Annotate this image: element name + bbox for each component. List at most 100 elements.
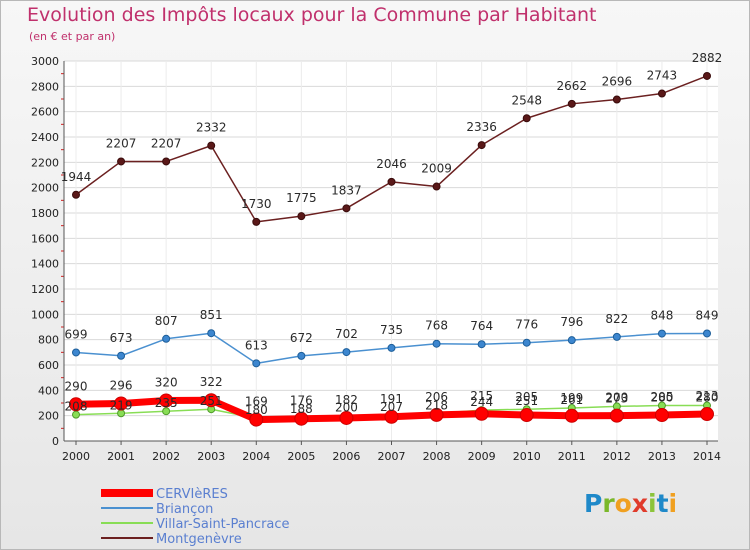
data-point-brian-on: [477, 340, 486, 349]
data-point-montgen-vre: [117, 157, 126, 166]
data-label-montgen-vre: 2332: [196, 121, 227, 135]
data-label-montgen-vre: 2696: [602, 75, 633, 89]
data-label-villar-saint-pancrace: 273: [605, 391, 628, 405]
data-label-brian-on: 702: [335, 327, 358, 341]
data-label-montgen-vre: 2882: [692, 51, 723, 65]
y-tick-label: 1200: [31, 283, 59, 296]
logo-letter: P: [584, 489, 603, 518]
data-label-villar-saint-pancrace: 251: [515, 394, 538, 408]
data-label-brian-on: 848: [650, 309, 673, 323]
data-point-cervi-res: [519, 408, 534, 423]
data-point-cervi-res: [204, 393, 219, 408]
data-label-brian-on: 672: [290, 331, 313, 345]
y-tick-label: 600: [38, 359, 59, 372]
data-label-cervi-res: 182: [335, 393, 358, 407]
data-label-brian-on: 768: [425, 319, 448, 333]
data-label-brian-on: 764: [470, 319, 493, 333]
data-point-brian-on: [703, 329, 711, 338]
data-point-montgen-vre: [477, 141, 486, 150]
data-point-brian-on: [342, 348, 351, 357]
data-point-brian-on: [162, 334, 171, 343]
data-label-brian-on: 735: [380, 323, 403, 337]
legend-label-cervi-res: CERVIèRES: [156, 487, 228, 502]
data-point-montgen-vre: [703, 71, 711, 80]
y-tick-label: 2000: [31, 182, 59, 195]
y-tick-label: 400: [38, 384, 59, 397]
data-label-villar-saint-pancrace: 280: [650, 391, 673, 405]
legend-label-villar-saint-pancrace: Villar-Saint-Pancrace: [156, 517, 290, 532]
data-point-cervi-res: [159, 393, 174, 408]
data-label-cervi-res: 205: [515, 390, 538, 404]
data-point-montgen-vre: [612, 95, 621, 104]
data-label-cervi-res: 322: [200, 375, 223, 389]
data-label-cervi-res: 296: [110, 379, 133, 393]
data-label-villar-saint-pancrace: 200: [335, 401, 358, 415]
x-tick-label: 2004: [242, 450, 270, 463]
logo-letter: t: [656, 489, 669, 518]
data-point-montgen-vre: [567, 99, 576, 108]
x-tick-label: 2006: [332, 450, 360, 463]
logo-letter: i: [668, 489, 678, 518]
data-label-montgen-vre: 2548: [511, 93, 542, 107]
data-label-montgen-vre: 1944: [61, 170, 92, 184]
data-point-cervi-res: [339, 410, 354, 425]
data-label-cervi-res: 169: [245, 395, 268, 409]
x-tick-label: 2001: [107, 450, 135, 463]
y-tick-label: 1600: [31, 232, 59, 245]
proxiti-logo: Proxiti: [584, 489, 677, 518]
y-tick-label: 1800: [31, 207, 59, 220]
data-point-montgen-vre: [252, 217, 261, 226]
data-point-cervi-res: [114, 396, 129, 411]
data-point-montgen-vre: [432, 182, 441, 191]
chart-title: Evolution des Impôts locaux pour la Comm…: [27, 4, 597, 26]
data-point-brian-on: [252, 359, 261, 368]
data-label-montgen-vre: 2336: [466, 120, 497, 134]
data-label-cervi-res: 320: [155, 375, 178, 389]
data-label-cervi-res: 200: [605, 391, 628, 405]
logo-letter: x: [631, 489, 648, 518]
data-point-cervi-res: [69, 397, 83, 412]
data-label-cervi-res: 199: [560, 391, 583, 405]
chart-subtitle: (en € et par an): [29, 30, 116, 43]
data-label-cervi-res: 215: [470, 389, 493, 403]
x-tick-label: 2011: [558, 450, 586, 463]
data-label-montgen-vre: 2662: [557, 79, 588, 93]
logo-letter: o: [614, 489, 632, 518]
y-tick-label: 0: [52, 435, 59, 448]
data-point-brian-on: [522, 338, 531, 347]
data-point-villar-saint-pancrace: [162, 407, 171, 416]
data-label-montgen-vre: 2207: [106, 136, 137, 150]
legend-label-brian-on: Briançon: [156, 502, 213, 517]
x-tick-label: 2008: [423, 450, 451, 463]
data-label-montgen-vre: 2046: [376, 157, 407, 171]
data-label-villar-saint-pancrace: 251: [200, 394, 223, 408]
data-label-montgen-vre: 2207: [151, 136, 182, 150]
data-point-cervi-res: [700, 407, 714, 422]
y-tick-label: 2800: [31, 80, 59, 93]
data-label-montgen-vre: 1837: [331, 183, 362, 197]
data-point-brian-on: [432, 339, 441, 348]
data-point-cervi-res: [474, 406, 489, 421]
data-label-brian-on: 822: [605, 312, 628, 326]
data-label-montgen-vre: 2009: [421, 162, 452, 176]
data-label-brian-on: 699: [65, 327, 88, 341]
x-tick-label: 2005: [287, 450, 315, 463]
x-tick-label: 2010: [513, 450, 541, 463]
data-label-villar-saint-pancrace: 207: [380, 400, 403, 414]
data-label-villar-saint-pancrace: 180: [245, 403, 268, 417]
data-point-montgen-vre: [162, 157, 171, 166]
data-label-montgen-vre: 1775: [286, 191, 317, 205]
data-label-villar-saint-pancrace: 218: [425, 398, 448, 412]
data-point-brian-on: [117, 351, 126, 360]
data-label-brian-on: 851: [200, 308, 223, 322]
y-tick-label: 200: [38, 410, 59, 423]
x-tick-label: 2009: [468, 450, 496, 463]
data-point-cervi-res: [609, 408, 624, 423]
logo-letter: i: [648, 489, 657, 518]
data-point-cervi-res: [654, 408, 669, 423]
data-label-cervi-res: 213: [696, 389, 719, 403]
data-label-cervi-res: 290: [65, 379, 88, 393]
data-label-villar-saint-pancrace: 244: [470, 395, 493, 409]
data-point-cervi-res: [384, 409, 399, 424]
